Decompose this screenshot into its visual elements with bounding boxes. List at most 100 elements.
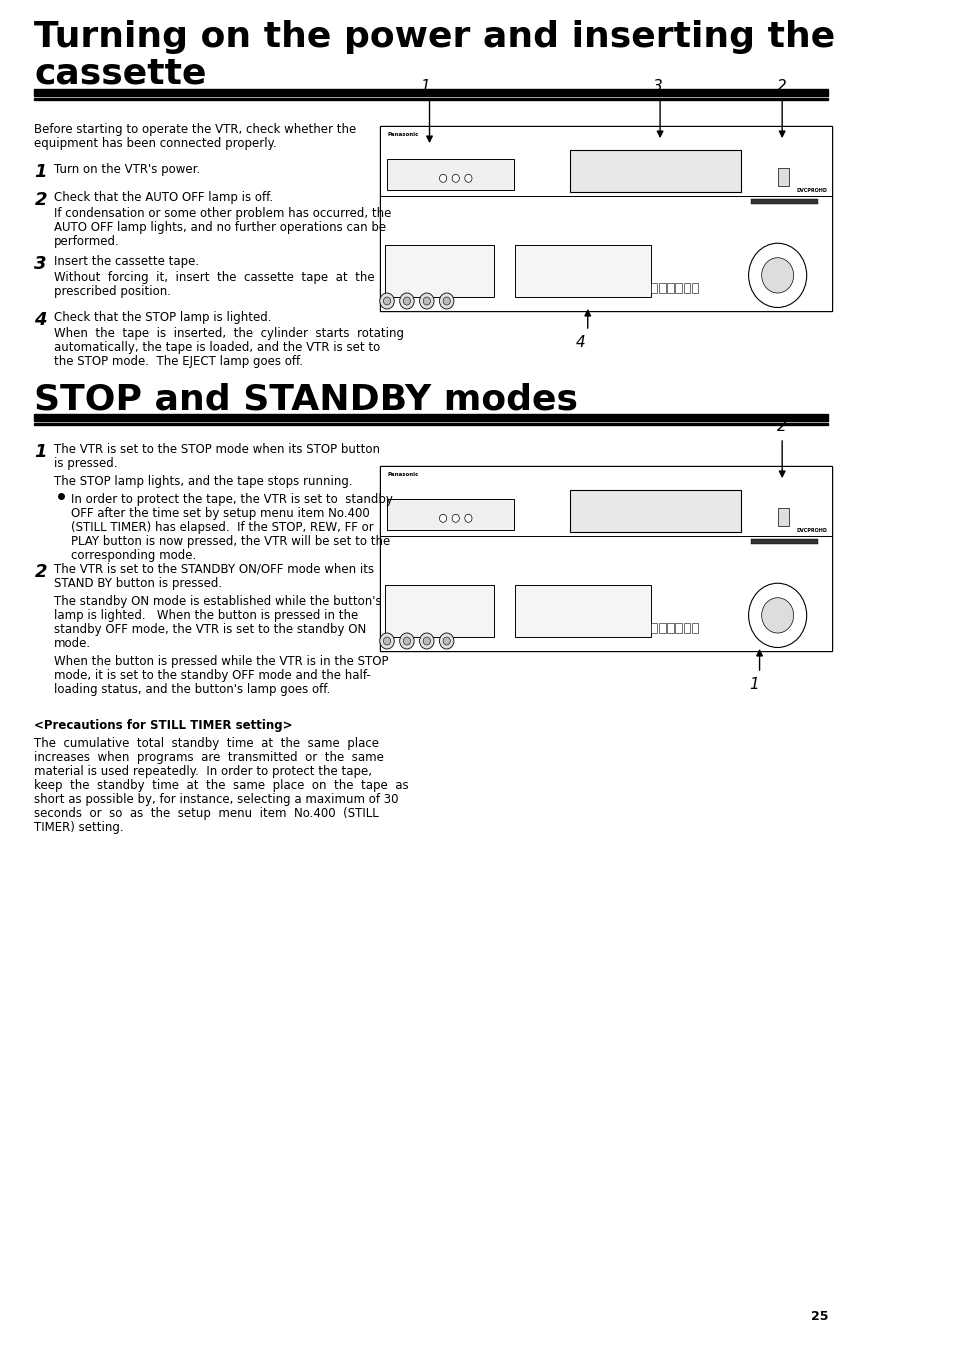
Circle shape — [748, 584, 806, 647]
Text: mode, it is set to the standby OFF mode and the half-: mode, it is set to the standby OFF mode … — [54, 669, 371, 682]
Circle shape — [423, 297, 430, 305]
Bar — [683, 282, 689, 293]
Bar — [750, 539, 818, 544]
Text: is pressed.: is pressed. — [54, 457, 117, 470]
Text: Panasonic: Panasonic — [387, 471, 418, 477]
Bar — [691, 623, 698, 634]
Text: DVCPROHD: DVCPROHD — [796, 188, 826, 193]
Text: 1: 1 — [34, 163, 47, 181]
Text: When the button is pressed while the VTR is in the STOP: When the button is pressed while the VTR… — [54, 655, 388, 667]
Circle shape — [439, 634, 454, 648]
Circle shape — [439, 293, 454, 309]
Text: 4: 4 — [34, 311, 47, 330]
Circle shape — [383, 297, 390, 305]
Circle shape — [760, 258, 793, 293]
Bar — [387, 158, 513, 190]
Text: 2: 2 — [777, 78, 786, 95]
Circle shape — [442, 638, 450, 644]
Circle shape — [439, 515, 446, 523]
Text: 2: 2 — [34, 563, 47, 581]
Bar — [34, 413, 827, 422]
Text: 2: 2 — [777, 419, 786, 434]
Circle shape — [442, 297, 450, 305]
Circle shape — [379, 293, 394, 309]
Text: Before starting to operate the VTR, check whether the: Before starting to operate the VTR, chec… — [34, 123, 356, 136]
Bar — [659, 282, 665, 293]
Bar — [385, 246, 494, 297]
Text: mode.: mode. — [54, 638, 91, 650]
Circle shape — [419, 293, 434, 309]
Text: Check that the AUTO OFF lamp is off.: Check that the AUTO OFF lamp is off. — [54, 190, 274, 204]
Text: keep  the  standby  time  at  the  same  place  on  the  tape  as: keep the standby time at the same place … — [34, 780, 409, 792]
Circle shape — [760, 597, 793, 634]
Text: loading status, and the button's lamp goes off.: loading status, and the button's lamp go… — [54, 684, 330, 696]
Text: 3: 3 — [653, 78, 662, 95]
Bar — [34, 89, 827, 96]
Text: The STOP lamp lights, and the tape stops running.: The STOP lamp lights, and the tape stops… — [54, 476, 353, 488]
Bar — [385, 585, 494, 638]
Circle shape — [464, 174, 472, 182]
Text: 1: 1 — [34, 443, 47, 461]
Bar — [515, 585, 650, 638]
Text: 2: 2 — [34, 190, 47, 209]
Bar — [379, 126, 831, 196]
Circle shape — [419, 634, 434, 648]
Text: seconds  or  so  as  the  setup  menu  item  No.400  (STILL: seconds or so as the setup menu item No.… — [34, 807, 378, 820]
Text: corresponding mode.: corresponding mode. — [71, 549, 195, 562]
Circle shape — [399, 293, 414, 309]
Text: Turning on the power and inserting the: Turning on the power and inserting the — [34, 20, 835, 54]
Bar — [750, 200, 818, 204]
Text: Check that the STOP lamp is lighted.: Check that the STOP lamp is lighted. — [54, 311, 272, 324]
Circle shape — [452, 515, 459, 523]
Text: cassette: cassette — [34, 55, 207, 91]
Text: material is used repeatedly.  In order to protect the tape,: material is used repeatedly. In order to… — [34, 765, 372, 778]
Text: AUTO OFF lamp lights, and no further operations can be: AUTO OFF lamp lights, and no further ope… — [54, 222, 386, 234]
Bar — [379, 196, 831, 311]
Text: The VTR is set to the STANDBY ON/OFF mode when its: The VTR is set to the STANDBY ON/OFF mod… — [54, 563, 374, 576]
Bar — [777, 508, 788, 527]
Bar — [379, 466, 831, 651]
Bar — [379, 466, 831, 536]
Circle shape — [403, 638, 410, 644]
Bar — [379, 126, 831, 311]
Text: Panasonic: Panasonic — [387, 132, 418, 136]
Bar — [659, 623, 665, 634]
Circle shape — [379, 634, 394, 648]
Bar — [569, 490, 740, 532]
Bar — [515, 246, 650, 297]
Bar — [387, 499, 513, 531]
Text: Without  forcing  it,  insert  the  cassette  tape  at  the: Without forcing it, insert the cassette … — [54, 272, 375, 284]
Text: 1: 1 — [419, 78, 430, 95]
Text: lamp is lighted.   When the button is pressed in the: lamp is lighted. When the button is pres… — [54, 609, 358, 621]
Bar — [650, 282, 657, 293]
Text: the STOP mode.  The EJECT lamp goes off.: the STOP mode. The EJECT lamp goes off. — [54, 355, 303, 367]
Text: increases  when  programs  are  transmitted  or  the  same: increases when programs are transmitted … — [34, 751, 384, 765]
Text: 1: 1 — [748, 677, 759, 692]
Text: DVCPROHD: DVCPROHD — [796, 528, 826, 534]
Bar — [34, 97, 827, 100]
Text: standby OFF mode, the VTR is set to the standby ON: standby OFF mode, the VTR is set to the … — [54, 623, 366, 636]
Bar — [675, 282, 681, 293]
Text: In order to protect the tape, the VTR is set to  standby: In order to protect the tape, the VTR is… — [71, 493, 392, 507]
Text: OFF after the time set by setup menu item No.400: OFF after the time set by setup menu ite… — [71, 507, 369, 520]
Text: 3: 3 — [34, 255, 47, 273]
Bar — [667, 282, 673, 293]
Bar — [777, 169, 788, 186]
Bar — [667, 623, 673, 634]
Text: STAND BY button is pressed.: STAND BY button is pressed. — [54, 577, 222, 590]
Text: 25: 25 — [810, 1310, 827, 1323]
Text: When  the  tape  is  inserted,  the  cylinder  starts  rotating: When the tape is inserted, the cylinder … — [54, 327, 404, 340]
Bar — [34, 423, 827, 426]
Bar — [379, 536, 831, 651]
Text: PLAY button is now pressed, the VTR will be set to the: PLAY button is now pressed, the VTR will… — [71, 535, 390, 549]
Text: The standby ON mode is established while the button's: The standby ON mode is established while… — [54, 594, 381, 608]
Circle shape — [439, 174, 446, 182]
Circle shape — [383, 638, 390, 644]
Text: If condensation or some other problem has occurred, the: If condensation or some other problem ha… — [54, 207, 392, 220]
Bar — [569, 150, 740, 192]
Bar — [650, 623, 657, 634]
Text: The  cumulative  total  standby  time  at  the  same  place: The cumulative total standby time at the… — [34, 738, 379, 750]
Text: prescribed position.: prescribed position. — [54, 285, 172, 299]
Bar — [691, 282, 698, 293]
Circle shape — [748, 243, 806, 308]
